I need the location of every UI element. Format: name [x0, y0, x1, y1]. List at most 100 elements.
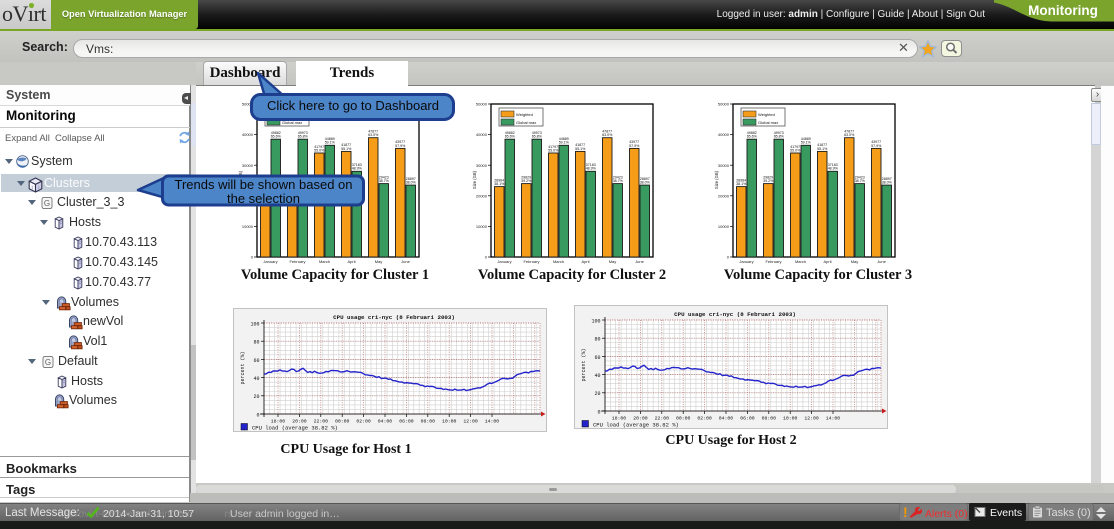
svg-text:49882: 49882 [747, 131, 757, 135]
svg-text:10000: 10000 [476, 224, 488, 229]
svg-text:38.7%: 38.7% [613, 179, 624, 183]
svg-text:Weighted: Weighted [758, 112, 775, 117]
svg-text:March: March [319, 259, 330, 264]
svg-text:06:00: 06:00 [399, 419, 414, 425]
svg-text:14:00: 14:00 [485, 419, 500, 425]
svg-text:40: 40 [253, 376, 259, 382]
svg-text:47877: 47877 [602, 130, 612, 134]
svg-text:29829: 29829 [763, 175, 773, 179]
svg-text:47877: 47877 [844, 130, 854, 134]
svg-text:55.1%: 55.1% [575, 147, 586, 151]
svg-text:0: 0 [485, 255, 488, 260]
svg-text:41797: 41797 [314, 145, 324, 149]
svg-text:percent (%): percent (%) [581, 348, 587, 381]
svg-text:28897: 28897 [406, 177, 416, 181]
svg-text:44889: 44889 [559, 137, 569, 141]
svg-text:June: June [877, 259, 886, 264]
svg-text:May: May [609, 259, 617, 264]
svg-text:CPU load (average 38.82 %): CPU load (average 38.82 %) [252, 425, 338, 432]
svg-text:20000: 20000 [718, 193, 730, 198]
svg-text:65.8%: 65.8% [298, 135, 309, 139]
svg-text:30000: 30000 [476, 163, 488, 168]
svg-text:63.0%: 63.0% [844, 133, 855, 137]
svg-text:CPU load (average 38.82 %): CPU load (average 38.82 %) [593, 422, 679, 429]
svg-text:59.1%: 59.1% [559, 141, 570, 145]
svg-text:18:00: 18:00 [271, 419, 286, 425]
svg-text:29423: 29423 [855, 175, 865, 179]
svg-text:20:00: 20:00 [633, 416, 648, 422]
svg-text:29829: 29829 [521, 175, 531, 179]
svg-text:43977: 43977 [871, 140, 881, 144]
svg-text:0: 0 [597, 409, 600, 415]
svg-text:43977: 43977 [395, 140, 405, 144]
svg-text:29423: 29423 [613, 175, 623, 179]
svg-text:06:00: 06:00 [740, 416, 755, 422]
svg-text:22:00: 22:00 [655, 416, 670, 422]
svg-text:12:00: 12:00 [463, 419, 478, 425]
svg-text:28964: 28964 [736, 178, 746, 182]
svg-text:08:00: 08:00 [421, 419, 436, 425]
svg-text:50000: 50000 [718, 102, 730, 107]
svg-text:February: February [523, 259, 539, 264]
svg-text:37183: 37183 [828, 163, 838, 167]
svg-text:48.9%: 48.9% [586, 167, 597, 171]
svg-text:49973: 49973 [298, 131, 308, 135]
svg-text:57.9%: 57.9% [871, 144, 882, 148]
svg-text:08:00: 08:00 [762, 416, 777, 422]
svg-text:02:00: 02:00 [697, 416, 712, 422]
svg-text:37183: 37183 [352, 163, 362, 167]
svg-text:Global max: Global max [282, 120, 302, 125]
svg-text:20: 20 [594, 391, 600, 397]
svg-text:41877: 41877 [817, 143, 827, 147]
svg-text:43977: 43977 [629, 140, 639, 144]
svg-text:00:00: 00:00 [335, 419, 350, 425]
svg-text:22:00: 22:00 [314, 419, 329, 425]
svg-text:CPU usage cri-nyc (8 Februari: CPU usage cri-nyc (8 Februari 2003) [674, 311, 796, 318]
svg-text:28897: 28897 [640, 177, 650, 181]
svg-text:38.1%: 38.1% [494, 182, 505, 186]
svg-text:55.0%: 55.0% [314, 148, 325, 152]
svg-text:G: G [44, 199, 50, 208]
svg-text:63.0%: 63.0% [368, 133, 379, 137]
svg-text:59.1%: 59.1% [801, 141, 812, 145]
svg-text:Global max: Global max [758, 120, 778, 125]
svg-text:May: May [851, 259, 859, 264]
svg-text:June: June [635, 259, 644, 264]
svg-text:10000: 10000 [718, 224, 730, 229]
svg-text:28964: 28964 [494, 178, 504, 182]
svg-text:41797: 41797 [790, 145, 800, 149]
svg-text:10:00: 10:00 [442, 419, 457, 425]
svg-text:65.8%: 65.8% [532, 135, 543, 139]
svg-text:80: 80 [594, 337, 600, 343]
svg-text:February: February [765, 259, 781, 264]
svg-text:55.1%: 55.1% [341, 147, 352, 151]
svg-text:40000: 40000 [718, 132, 730, 137]
svg-text:40000: 40000 [476, 132, 488, 137]
svg-text:April: April [347, 259, 355, 264]
svg-text:38.1%: 38.1% [736, 182, 747, 186]
svg-text:March: March [795, 259, 806, 264]
svg-text:10000: 10000 [242, 224, 254, 229]
svg-text:Size (GB): Size (GB) [714, 170, 719, 189]
svg-text:60: 60 [594, 355, 600, 361]
svg-text:January: January [497, 259, 511, 264]
svg-text:50000: 50000 [476, 102, 488, 107]
svg-text:February: February [289, 259, 305, 264]
svg-text:80: 80 [253, 340, 259, 346]
svg-text:65.6%: 65.6% [271, 135, 282, 139]
svg-text:49973: 49973 [532, 131, 542, 135]
svg-text:January: January [739, 259, 753, 264]
svg-text:41877: 41877 [575, 143, 585, 147]
svg-text:60: 60 [253, 358, 259, 364]
svg-text:39.2%: 39.2% [763, 179, 774, 183]
svg-text:38.7%: 38.7% [379, 179, 390, 183]
svg-text:57.9%: 57.9% [395, 144, 406, 148]
svg-text:49973: 49973 [774, 131, 784, 135]
svg-text:50000: 50000 [242, 102, 254, 107]
svg-text:G: G [45, 358, 51, 367]
svg-text:20:00: 20:00 [292, 419, 307, 425]
svg-text:10:00: 10:00 [783, 416, 798, 422]
svg-text:June: June [401, 259, 410, 264]
svg-text:38.0%: 38.0% [882, 181, 893, 185]
svg-text:44889: 44889 [801, 137, 811, 141]
